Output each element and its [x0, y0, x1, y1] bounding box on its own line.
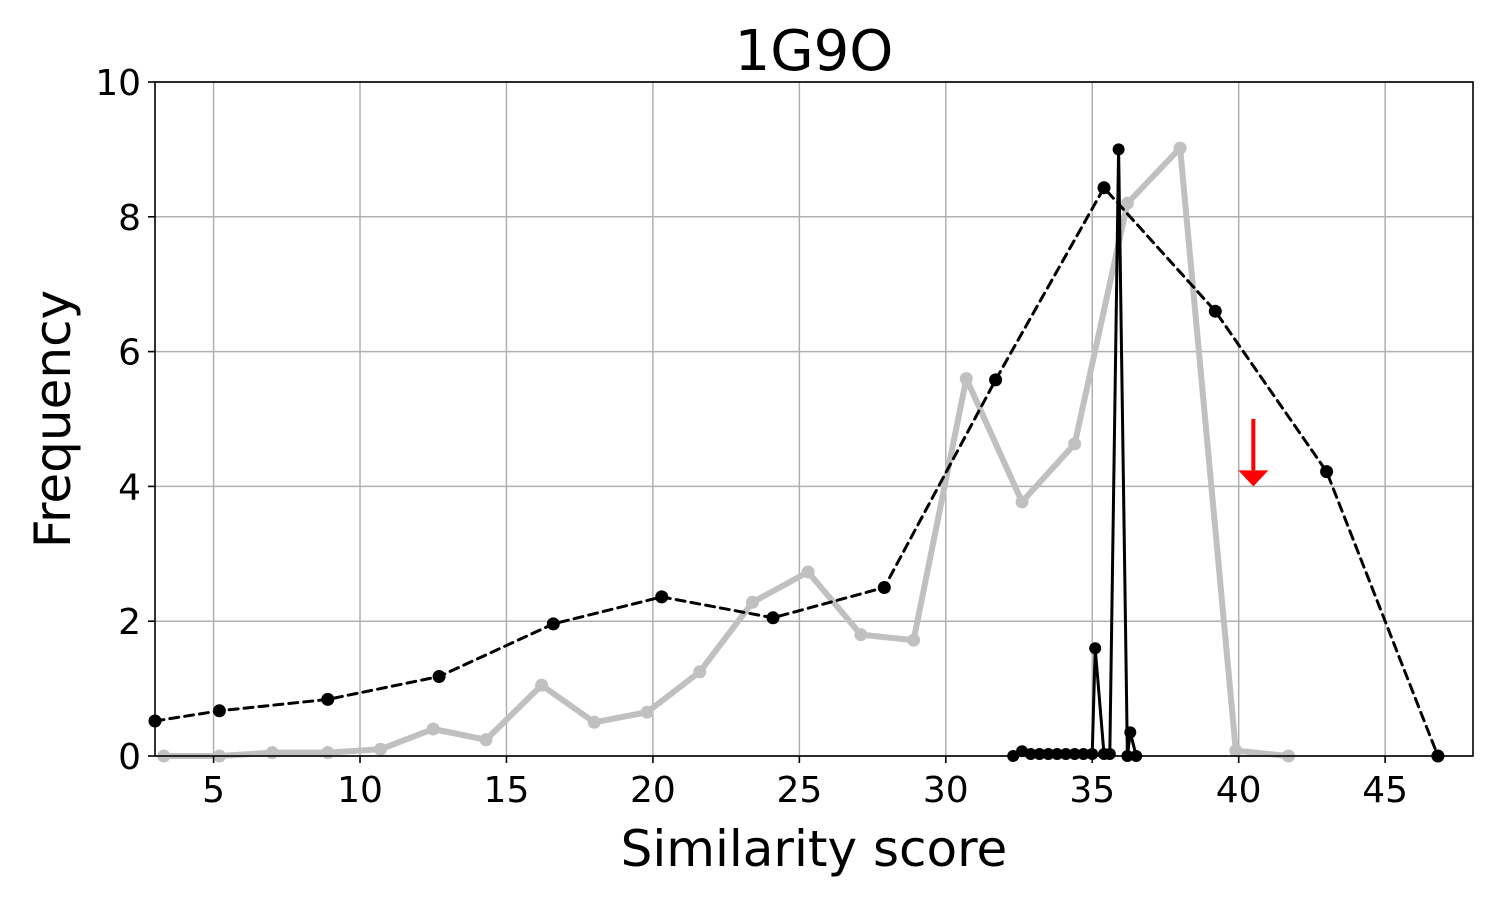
x-tick-label: 30 — [923, 770, 969, 811]
series-1-point — [265, 746, 279, 760]
series-3-point — [1103, 748, 1116, 760]
series-1-point — [1120, 196, 1134, 210]
series-1-point — [535, 678, 549, 692]
series-2 — [148, 181, 1445, 763]
series-3-point — [1024, 748, 1037, 760]
series-2-point — [1208, 304, 1222, 318]
x-tick-label: 40 — [1216, 770, 1262, 811]
series-3 — [1007, 143, 1143, 762]
series-1-point — [1015, 495, 1029, 509]
series-1-point — [854, 628, 868, 642]
y-tick-label: 8 — [118, 198, 141, 239]
series-2-point — [212, 704, 226, 718]
series-2-point — [1097, 181, 1111, 195]
series-3-point — [1042, 748, 1055, 760]
grid-lines — [155, 81, 1473, 757]
plot-frame — [154, 81, 1474, 757]
x-tick-label: 25 — [776, 770, 822, 811]
series-1-point — [426, 722, 440, 736]
series-2-point — [877, 581, 891, 594]
arrow-head — [1238, 470, 1269, 487]
y-tick-label: 4 — [118, 467, 141, 508]
series-1-point — [959, 372, 973, 386]
red-arrow-annotation — [1238, 419, 1269, 487]
x-axis-label: Similarity score — [621, 820, 1008, 878]
series-2-point — [655, 590, 669, 604]
y-axis-label: Frequency — [24, 290, 82, 548]
series-layer — [148, 141, 1445, 763]
series-1-point — [374, 742, 387, 756]
series-1-point — [693, 665, 707, 679]
series-3-point — [1068, 748, 1081, 760]
series-1-point — [640, 705, 654, 719]
series-1-point — [746, 595, 759, 609]
chart-title: 1G9O — [735, 19, 894, 84]
series-2-point — [989, 373, 1003, 387]
x-tick-label: 5 — [202, 770, 225, 811]
series-3-point — [1089, 642, 1102, 655]
x-tick-label: 45 — [1362, 770, 1408, 811]
series-1-point — [479, 733, 493, 747]
x-tick-label: 10 — [337, 770, 383, 811]
series-3-point — [1112, 143, 1125, 156]
series-1-point — [1173, 141, 1187, 155]
series-1-point — [907, 633, 921, 647]
x-tick-label: 15 — [484, 770, 530, 811]
y-tick-label: 6 — [118, 333, 141, 374]
series-3-point — [1051, 748, 1064, 760]
series-1-line — [160, 145, 1292, 759]
series-3-point — [1086, 748, 1099, 760]
series-2-point — [432, 670, 446, 683]
y-tick-label: 10 — [95, 63, 141, 104]
series-2-point — [766, 611, 780, 625]
y-tick-label: 2 — [118, 602, 141, 643]
series-3-point — [1077, 748, 1090, 760]
annotation-layer — [1238, 419, 1269, 487]
series-2-point — [321, 692, 335, 706]
series-1-point — [587, 715, 601, 729]
x-tick-label: 35 — [1069, 770, 1115, 811]
series-1 — [157, 141, 1295, 763]
series-3-point — [1059, 748, 1072, 760]
series-1-point — [1229, 744, 1243, 758]
series-2-point — [546, 617, 560, 631]
series-1-point — [321, 746, 335, 760]
x-tick-label: 20 — [630, 770, 676, 811]
tick-labels: 5 10 15 20 25 30 35 40 45 0 2 4 6 8 10 — [95, 63, 1408, 811]
y-tick-label: 0 — [118, 737, 141, 778]
series-2-point — [1320, 465, 1334, 479]
series-3-point — [1124, 726, 1137, 739]
series-3-point — [1033, 748, 1046, 760]
series-1-point — [1068, 437, 1082, 451]
series-1-point — [801, 565, 815, 579]
